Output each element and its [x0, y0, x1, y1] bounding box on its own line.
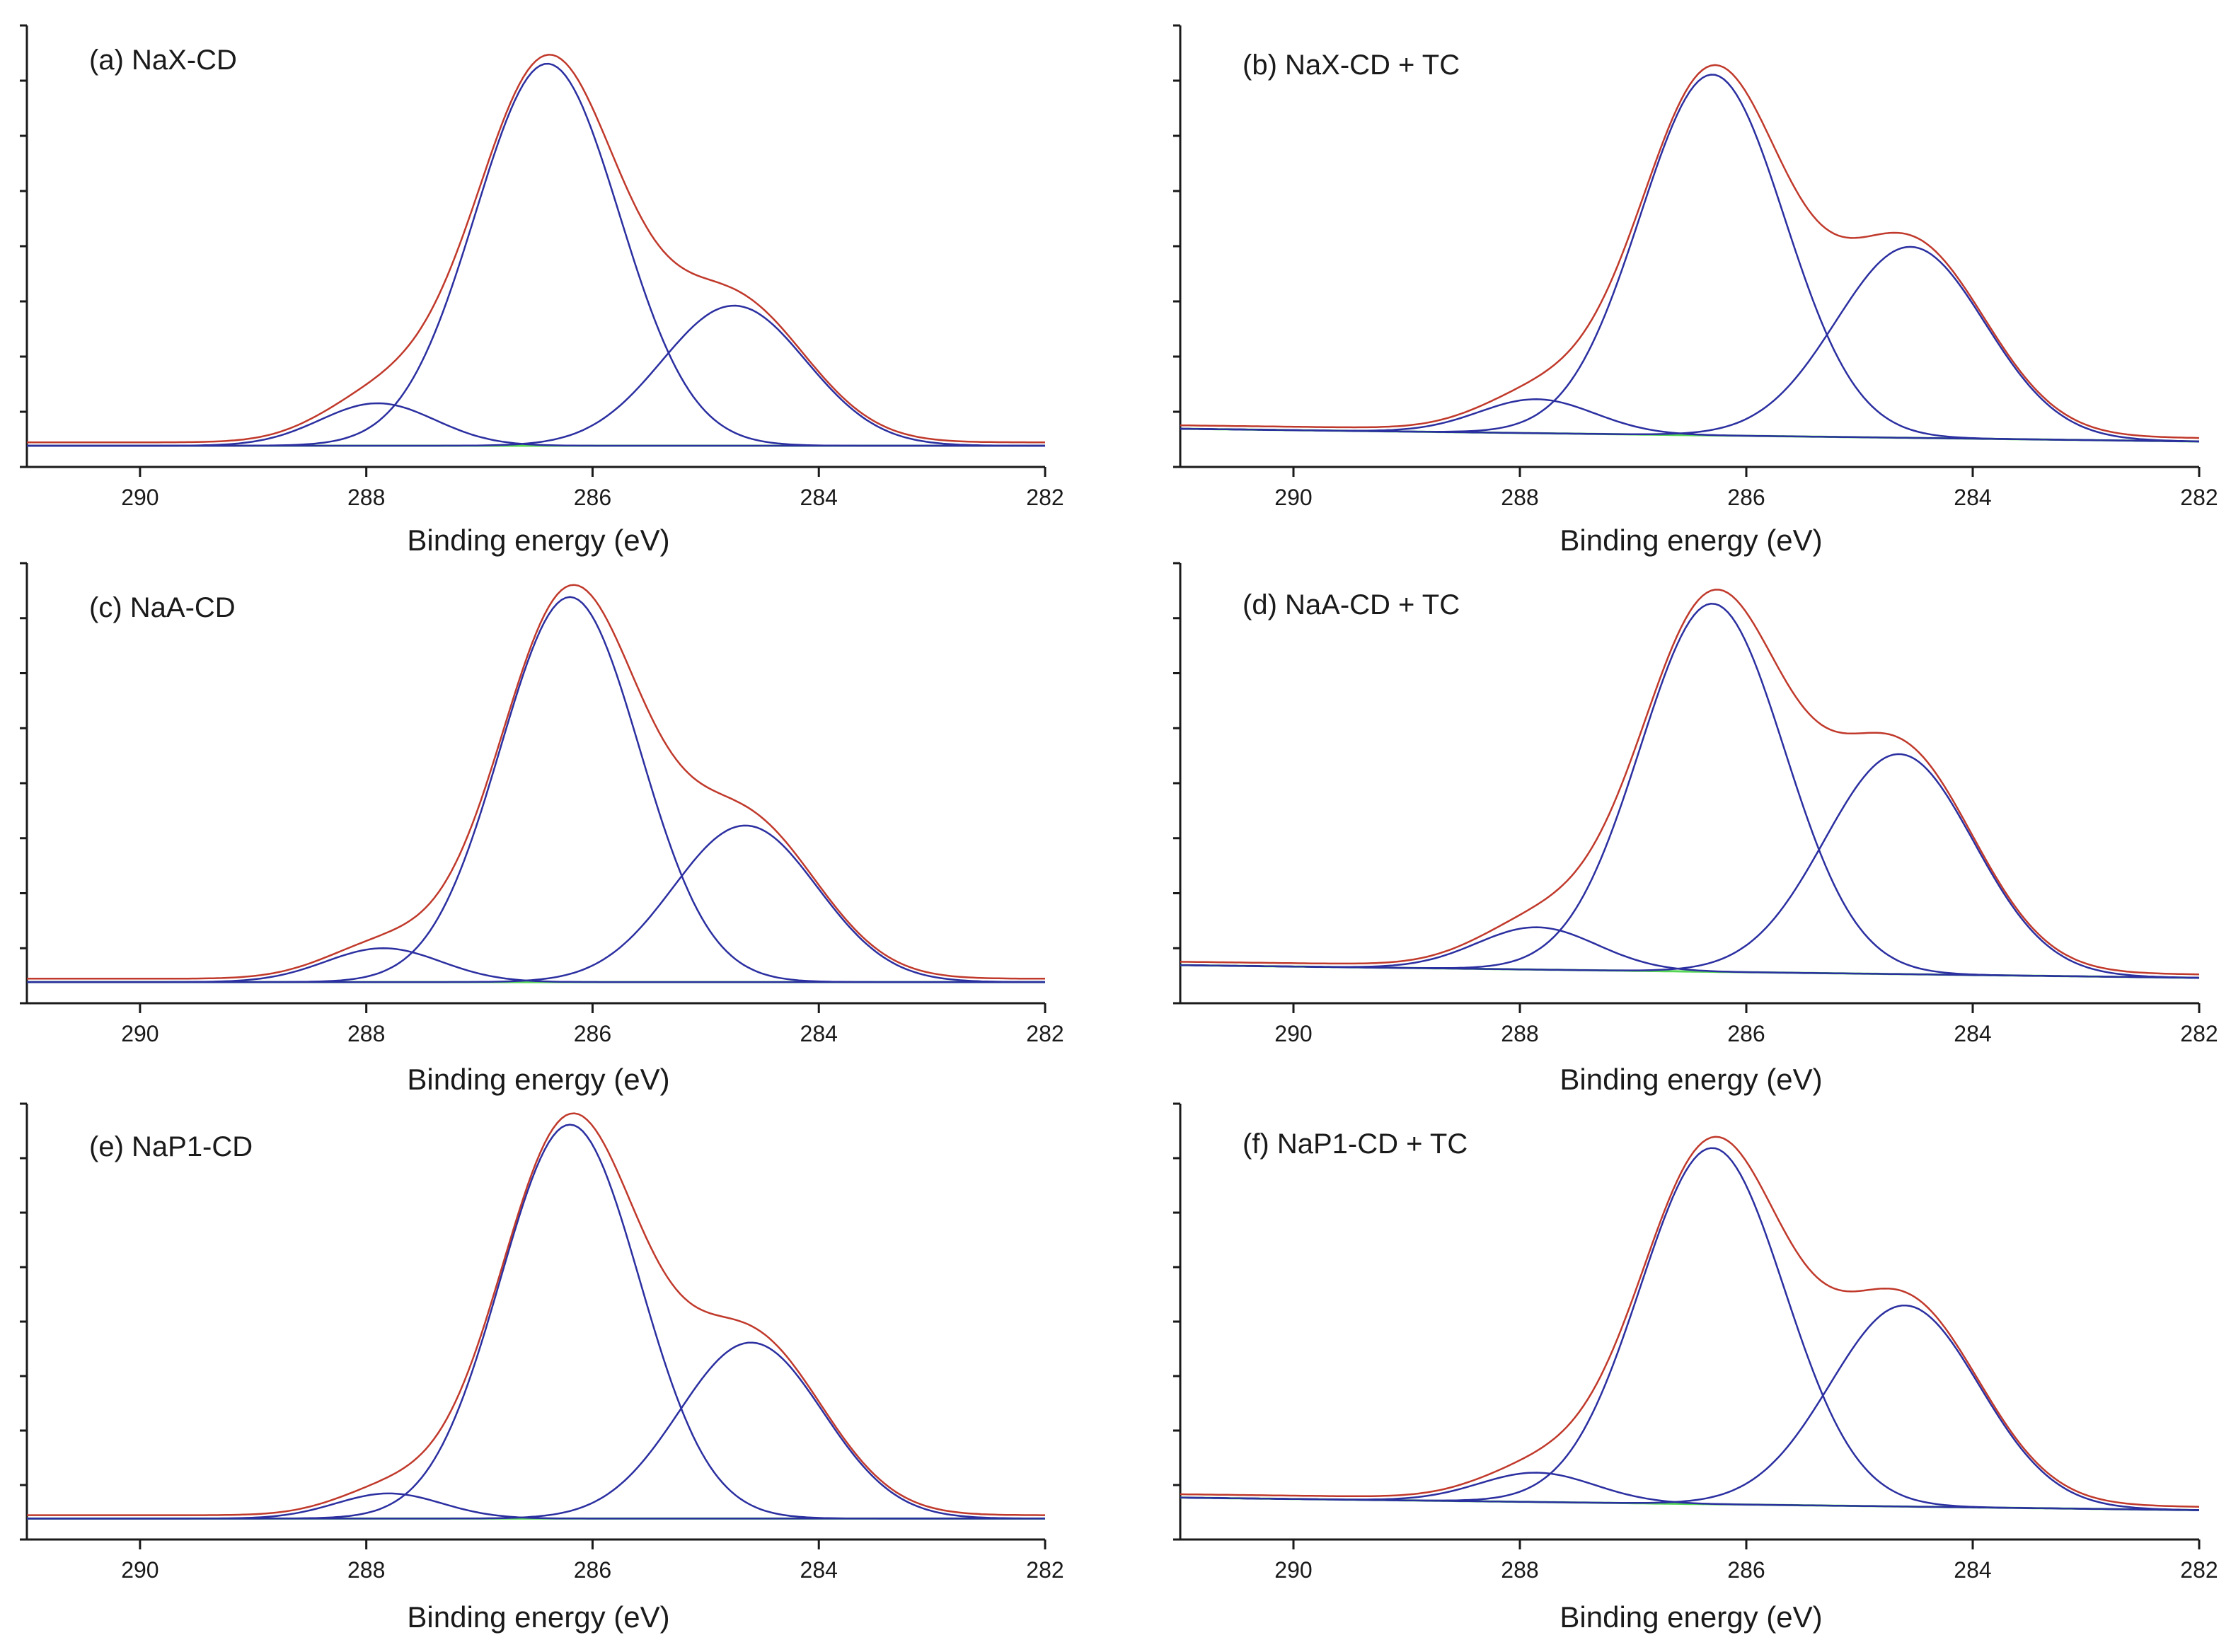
- panel-f-title: (f) NaP1-CD + TC: [1243, 1128, 1468, 1160]
- panel-e-title: (e) NaP1-CD: [89, 1131, 253, 1162]
- panel-b-plot: 290 288 286 284 282: [1173, 24, 2218, 510]
- panel-a-x-tick-label: 282: [1026, 485, 1063, 510]
- panel-d-component-C2: [1180, 603, 2200, 979]
- panel-b-xlabel: Binding energy (eV): [1560, 524, 1822, 557]
- panel-a-x-tick-label: 286: [574, 485, 611, 510]
- panel-d-title: (d) NaA-CD + TC: [1243, 589, 1460, 620]
- panel-e-x-tick-label: 286: [574, 1557, 611, 1583]
- panel-f-x-tick-label: 286: [1727, 1557, 1765, 1583]
- panel-a: 290 288 286 284 282 (a) NaX-CD Binding energ…: [20, 24, 1064, 557]
- panel-c-plot: 290 288 286 284 282: [20, 562, 1064, 1046]
- panel-a-component-C3: [27, 304, 1045, 447]
- panel-a-x-tick-label: 284: [800, 485, 838, 510]
- panel-f-plot: 290 288 286 284 282: [1173, 1102, 2218, 1583]
- panel-b-x-tick-label: 290: [1274, 485, 1312, 510]
- panel-b-component-C3: [1180, 246, 2200, 443]
- panel-f-x-tick-label: 290: [1274, 1557, 1312, 1583]
- panel-d-x-tick-label: 282: [2180, 1021, 2218, 1046]
- panel-c-x-tick-label: 284: [800, 1021, 838, 1046]
- panel-d-component-C1: [1180, 926, 2200, 979]
- panel-e-xlabel: Binding energy (eV): [407, 1600, 669, 1634]
- panel-c-x-tick-label: 286: [574, 1021, 611, 1046]
- panel-e-x-tick-label: 290: [121, 1557, 158, 1583]
- panel-c-xlabel: Binding energy (eV): [407, 1063, 669, 1096]
- panel-e-x-tick-label: 284: [800, 1557, 838, 1583]
- panel-e: 290 288 286 284 282 (e) NaP1-CD Binding ener…: [20, 1102, 1064, 1634]
- panel-c: 290 288 286 284 282 (c) NaA-CD Binding energ…: [20, 562, 1064, 1096]
- panel-e-component-C2: [27, 1124, 1045, 1520]
- panel-f-x-tick-label: 282: [2180, 1557, 2218, 1583]
- panel-b-x-tick-label: 284: [1954, 485, 1991, 510]
- panel-d-x-tick-label: 288: [1501, 1021, 1538, 1046]
- panel-a-plot: 290 288 286 284 282: [20, 24, 1064, 510]
- panel-e-x-tick-label: 282: [1026, 1557, 1063, 1583]
- panel-d-component-C3: [1180, 753, 2200, 979]
- panel-e-plot: 290 288 286 284 282: [20, 1102, 1064, 1583]
- panel-a-component-C1: [27, 402, 1045, 447]
- panel-b-component-C2: [1180, 74, 2200, 443]
- panel-a-x-tick-label: 290: [121, 485, 158, 510]
- panel-f-component-C2: [1180, 1147, 2199, 1511]
- panel-e-component-C3: [27, 1341, 1045, 1520]
- panel-d-x-tick-label: 284: [1954, 1021, 1991, 1046]
- panel-d-x-tick-label: 286: [1727, 1021, 1765, 1046]
- panel-b-x-tick-label: 286: [1727, 485, 1765, 510]
- panel-a-xlabel: Binding energy (eV): [407, 524, 669, 557]
- panel-d-envelope-line: [1180, 589, 2200, 976]
- panel-d-plot: 290 288 286 284 282: [1173, 562, 2218, 1046]
- panel-d-xlabel: Binding energy (eV): [1560, 1063, 1822, 1096]
- panel-d: 290 288 286 284 282 (d) NaA-CD + TC Binding …: [1173, 562, 2218, 1096]
- panel-f-xlabel: Binding energy (eV): [1560, 1600, 1822, 1634]
- panel-a-x-tick-label: 288: [347, 485, 385, 510]
- panel-a-component-C2: [27, 62, 1045, 447]
- panel-b: 290 288 286 284 282 (b) NaX-CD + TC Binding …: [1173, 24, 2218, 557]
- panel-c-x-tick-label: 290: [121, 1021, 158, 1046]
- panel-f-x-tick-label: 284: [1954, 1557, 1991, 1583]
- panel-b-x-tick-label: 282: [2180, 485, 2218, 510]
- panel-b-x-tick-label: 288: [1501, 485, 1538, 510]
- panel-b-title: (b) NaX-CD + TC: [1243, 50, 1460, 81]
- panel-e-envelope-line: [27, 1112, 1045, 1516]
- panel-b-envelope-line: [1180, 64, 2200, 439]
- panel-c-component-C1: [27, 947, 1045, 983]
- panel-f-component-C3: [1180, 1304, 2200, 1511]
- panel-c-envelope-line: [27, 584, 1045, 980]
- panel-c-component-C2: [27, 596, 1045, 983]
- panel-c-title: (c) NaA-CD: [89, 592, 236, 623]
- panel-a-envelope-line: [27, 54, 1045, 444]
- panel-d-x-tick-label: 290: [1274, 1021, 1312, 1046]
- panel-f-envelope-line: [1180, 1136, 2200, 1508]
- panel-e-x-tick-label: 288: [347, 1557, 385, 1583]
- panel-f: 290 288 286 284 282 (f) NaP1-CD + TC Binding…: [1173, 1102, 2218, 1634]
- panel-c-x-tick-label: 282: [1026, 1021, 1063, 1046]
- panel-a-title: (a) NaX-CD: [89, 45, 237, 76]
- panel-c-component-C3: [27, 824, 1046, 983]
- panel-c-x-tick-label: 288: [347, 1021, 385, 1046]
- panel-f-x-tick-label: 288: [1501, 1557, 1538, 1583]
